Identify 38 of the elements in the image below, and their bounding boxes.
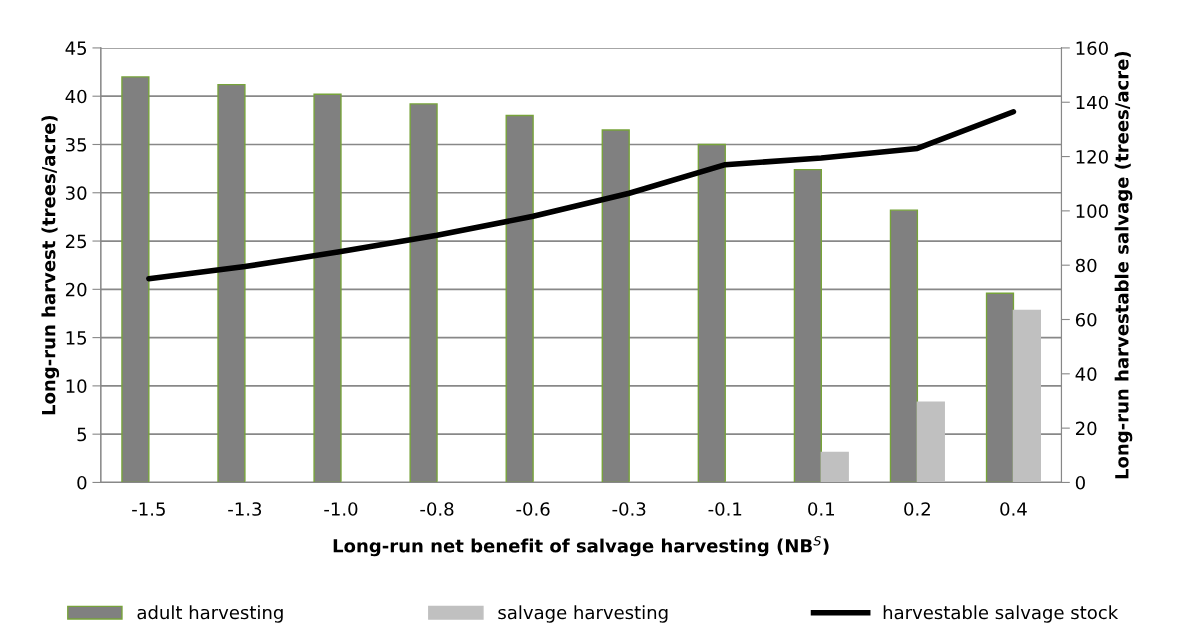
y2-tick-label: 80 [1075,258,1097,273]
bar [916,401,945,483]
x-tick-label: -1.3 [228,502,262,516]
x-tick-label: -0.1 [708,502,742,516]
x-tick-label: -0.8 [420,502,454,516]
y-tick-label: 10 [66,379,87,393]
x-tick-label: -0.3 [612,502,646,516]
legend-label: salvage harvesting [498,605,668,623]
y2-tick-label: 100 [1076,204,1108,218]
y2-axis-title: Long-run harvestable salvage (trees/acre) [1114,51,1133,479]
bar [1012,309,1042,483]
x-tick-label: 0.4 [1000,502,1027,516]
y-tick-label: 5 [77,427,87,442]
y-tick-label: 45 [65,41,87,56]
y2-tick-label: 40 [1075,367,1097,381]
x-tick-label: 0.2 [904,502,930,516]
y2-tick-label: 60 [1075,312,1097,327]
y-tick-label: 20 [65,282,87,297]
y-tick-label: 15 [66,331,87,345]
y2-tick-label: 120 [1076,150,1108,164]
x-tick-label: -1.5 [132,502,165,516]
y2-tick-label: 20 [1075,421,1097,436]
y-tick-label: 30 [66,186,87,200]
y-axis-title: Long-run harvest (trees/acre) [41,115,60,415]
y-tick-label: 25 [65,234,87,249]
legend-label: adult harvesting [137,605,283,623]
y2-tick-label: 140 [1076,95,1108,110]
x-axis-title: Long-run net benefit of salvage harvesting (NB$^{S}$) [333,536,829,557]
x-tick-label: -0.6 [516,502,550,516]
y-tick-label: 40 [65,89,87,104]
y2-tick-label: 0 [1075,475,1085,490]
x-tick-label: 0.1 [808,502,834,516]
y2-tick-label: 160 [1076,41,1108,56]
y-tick-label: 0 [77,475,87,490]
bar [820,451,849,483]
x-tick-label: -1.0 [324,502,358,516]
legend-label: harvestable salvage stock [883,605,1119,623]
y-tick-label: 35 [66,137,87,152]
